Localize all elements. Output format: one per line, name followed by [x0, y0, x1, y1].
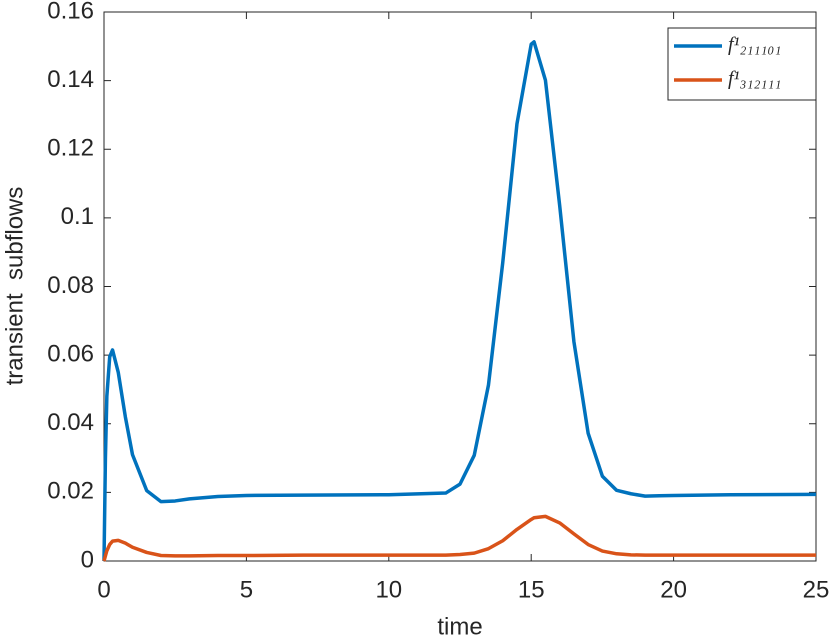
y-tick-label: 0.04 — [47, 409, 94, 436]
legend-label: f¹₃₁₂₁₁₁ — [728, 68, 781, 90]
y-tick-label: 0.08 — [47, 272, 94, 299]
x-tick-label: 0 — [97, 576, 110, 603]
x-tick-label: 5 — [240, 576, 253, 603]
x-axis-label: time — [437, 613, 482, 640]
y-axis-label: transient subflows — [1, 187, 28, 386]
plot-area — [103, 11, 817, 562]
y-tick-label: 0.14 — [47, 66, 94, 93]
data-line — [102, 514, 816, 562]
y-tick-label: 0.12 — [47, 135, 94, 162]
legend-label: f¹₂₁₁₁₀₁ — [728, 34, 781, 56]
x-tick-label: 10 — [375, 576, 402, 603]
x-tick-label: 15 — [518, 576, 545, 603]
y-tick-label: 0 — [81, 546, 94, 573]
legend-box — [667, 27, 817, 101]
data-line — [102, 40, 817, 562]
x-tick-label: 25 — [803, 576, 830, 603]
y-tick-label: 0.1 — [61, 203, 94, 230]
y-tick-label: 0.02 — [47, 478, 94, 505]
y-tick-label: 0.06 — [47, 340, 94, 367]
y-tick-label: 0.16 — [47, 0, 94, 24]
x-tick-label: 20 — [660, 576, 687, 603]
